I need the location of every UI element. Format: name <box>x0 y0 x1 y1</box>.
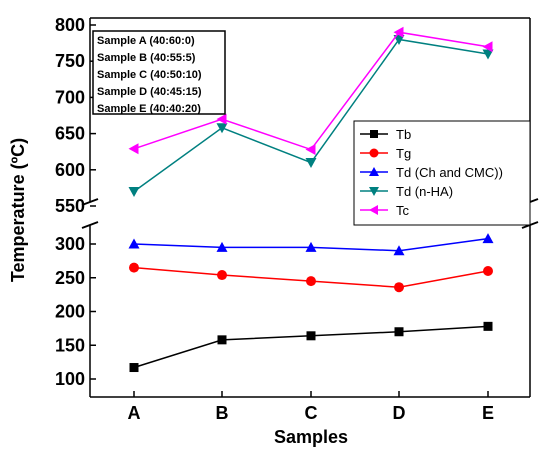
data-point <box>369 148 379 158</box>
data-point <box>370 130 378 138</box>
legend-item: Tg <box>360 146 411 161</box>
y-tick-label: 200 <box>55 302 85 322</box>
data-point <box>216 113 227 125</box>
note-line: Sample B (40:55:5) <box>97 52 196 64</box>
x-tick-label: E <box>482 403 494 423</box>
y-tick-label: 150 <box>55 335 85 355</box>
y-tick-label: 550 <box>55 196 85 216</box>
data-point <box>394 282 404 293</box>
ticks: 550 600 650 700 750 800 100 150 200 250 300 A B C D E <box>55 15 494 423</box>
axes <box>81 17 539 398</box>
legend-item: Tb <box>360 127 411 142</box>
legend: Tb Tg Td (Ch and CMC)) Td (n-HA) Tc <box>353 120 531 226</box>
data-point <box>216 123 228 134</box>
note-line: Sample A (40:60:0) <box>97 35 195 47</box>
x-tick-label: D <box>393 403 406 423</box>
y-tick-label: 250 <box>55 268 85 288</box>
legend-label: Td (Ch and CMC)) <box>396 165 503 180</box>
data-point <box>128 187 140 198</box>
data-point <box>216 241 228 252</box>
data-point <box>482 233 494 244</box>
series-0 <box>129 321 493 373</box>
legend-box <box>353 120 531 226</box>
axis-break-mark <box>81 198 99 206</box>
note-line: Sample C (40:50:10) <box>97 69 202 81</box>
y-tick-label: 650 <box>55 124 85 144</box>
data-point <box>129 363 139 373</box>
series-3 <box>128 34 494 198</box>
y-tick-label: 800 <box>55 15 85 35</box>
data-point <box>305 144 316 156</box>
legend-item: Td (Ch and CMC)) <box>360 165 503 180</box>
x-tick-label: A <box>128 403 141 423</box>
data-point <box>306 331 316 341</box>
x-axis-title: Samples <box>274 427 348 447</box>
series-2 <box>128 233 494 256</box>
data-point <box>483 321 493 331</box>
data-point <box>369 167 379 176</box>
legend-label: Tb <box>396 127 411 142</box>
legend-label: Tc <box>396 203 410 218</box>
data-point <box>217 270 227 281</box>
series-layer <box>128 26 494 373</box>
data-point <box>369 187 379 196</box>
data-point <box>483 266 493 276</box>
legend-label: Td (n-HA) <box>396 184 453 199</box>
legend-item: Td (n-HA) <box>360 184 453 199</box>
x-tick-label: C <box>305 403 318 423</box>
y-tick-label: 100 <box>55 369 85 389</box>
legend-label: Tg <box>396 146 411 161</box>
note-line: Sample D (40:45:15) <box>97 86 202 98</box>
y-tick-label: 600 <box>55 160 85 180</box>
data-point <box>128 143 139 155</box>
data-point <box>393 245 405 256</box>
data-point <box>393 34 405 45</box>
data-point <box>369 205 378 215</box>
data-point <box>129 262 139 273</box>
x-tick-label: B <box>216 403 229 423</box>
axis-break-mark <box>81 221 99 229</box>
data-point <box>482 49 494 60</box>
data-point <box>305 241 317 252</box>
y-tick-label: 700 <box>55 87 85 107</box>
y-tick-label: 750 <box>55 51 85 71</box>
legend-item: Tc <box>360 203 410 218</box>
data-point <box>393 26 404 38</box>
data-point <box>306 276 316 287</box>
sample-composition-note: Sample A (40:60:0) Sample B (40:55:5) Samp… <box>92 30 226 115</box>
data-point <box>217 335 227 345</box>
series-4 <box>128 26 493 156</box>
note-box <box>92 30 226 115</box>
data-point <box>482 41 493 53</box>
data-point <box>128 238 140 249</box>
series-1 <box>129 262 493 293</box>
data-point <box>305 158 317 169</box>
note-line: Sample E (40:40:20) <box>97 103 201 115</box>
data-point <box>394 327 404 337</box>
y-axis-title: Temperature (ºC) <box>8 138 28 282</box>
y-tick-label: 300 <box>55 234 85 254</box>
